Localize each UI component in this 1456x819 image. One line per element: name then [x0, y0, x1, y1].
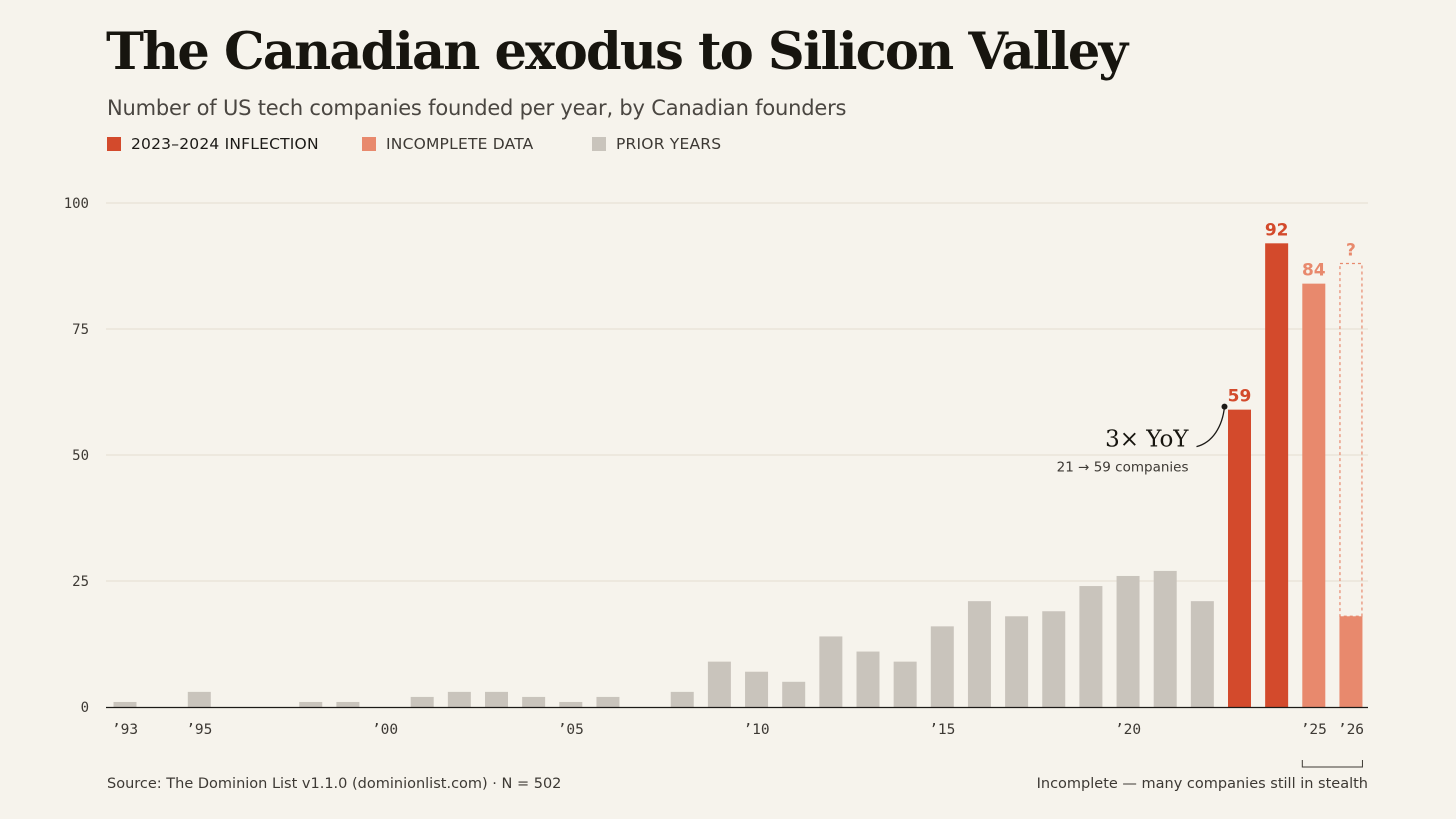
- legend-item-inflection: 2023–2024 INFLECTION: [107, 135, 319, 153]
- x-tick-label-2000: ’00: [372, 722, 398, 738]
- annotation-subtitle: 21 → 59 companies: [1057, 460, 1189, 476]
- bar-2025: [1302, 283, 1326, 707]
- bar-2004: [522, 696, 546, 707]
- legend-swatch-prior: [592, 137, 606, 151]
- y-tick-label: 100: [64, 196, 89, 212]
- bar-2017: [1005, 616, 1029, 707]
- bar-2020: [1116, 575, 1140, 707]
- legend-label-inflection: 2023–2024 INFLECTION: [131, 135, 319, 153]
- value-label-2024: 92: [1265, 220, 1289, 240]
- legend-swatch-inflection: [107, 137, 121, 151]
- chart-title: The Canadian exodus to Silicon Valley: [106, 22, 1128, 82]
- value-label-2023: 59: [1228, 387, 1252, 407]
- bar-2008: [670, 691, 694, 707]
- x-tick-label-1993: ’93: [112, 722, 138, 738]
- value-label-2025: 84: [1302, 261, 1326, 281]
- x-tick-label-2026: ’26: [1338, 722, 1364, 738]
- bar-2021: [1153, 570, 1177, 707]
- legend-item-prior: PRIOR YEARS: [592, 135, 721, 153]
- bar-2022: [1190, 601, 1214, 707]
- x-tick-label-2015: ’15: [929, 722, 955, 738]
- bar-1999: [336, 701, 360, 707]
- bar-2011: [782, 681, 806, 707]
- bar-1995: [187, 691, 211, 707]
- bar-2009: [707, 661, 731, 707]
- bar-2002: [447, 691, 471, 707]
- y-tick-label: 0: [81, 700, 89, 716]
- legend-label-prior: PRIOR YEARS: [616, 135, 722, 153]
- annotation-title: 3× YoY: [1105, 427, 1189, 453]
- x-tick-label-2020: ’20: [1115, 722, 1141, 738]
- projection-outline-2026: [1339, 262, 1363, 617]
- y-tick-label: 50: [72, 448, 89, 464]
- bar-2010: [745, 671, 769, 707]
- x-tick-label-2010: ’10: [743, 722, 769, 738]
- bar-2019: [1079, 586, 1103, 707]
- incomplete-bracket: [1301, 760, 1363, 768]
- bar-2006: [596, 696, 620, 707]
- source-note: Source: The Dominion List v1.1.0 (domini…: [107, 776, 562, 792]
- bar-2016: [967, 601, 991, 707]
- legend-item-incomplete: INCOMPLETE DATA: [362, 135, 533, 153]
- bar-2024: [1265, 243, 1289, 707]
- bar-2003: [485, 691, 508, 707]
- bar-1998: [299, 701, 323, 707]
- bar-1993: [113, 701, 137, 707]
- bar-2005: [559, 701, 583, 707]
- legend-swatch-incomplete: [362, 137, 376, 151]
- x-tick-label-1995: ’95: [186, 722, 212, 738]
- bar-2012: [819, 636, 843, 707]
- legend-label-incomplete: INCOMPLETE DATA: [386, 135, 534, 153]
- chart-subtitle: Number of US tech companies founded per …: [107, 96, 847, 120]
- bar-2023: [1228, 409, 1251, 707]
- bar-2001: [410, 696, 434, 707]
- legend: 2023–2024 INFLECTION INCOMPLETE DATA PRI…: [107, 135, 807, 155]
- y-tick-label: 75: [72, 322, 89, 338]
- incomplete-note: Incomplete — many companies still in ste…: [1036, 776, 1368, 792]
- y-tick-label: 25: [72, 574, 89, 590]
- bar-2013: [856, 651, 880, 707]
- annotation-connector: [1196, 406, 1226, 448]
- value-label-2026: ?: [1346, 240, 1356, 260]
- bar-2018: [1042, 611, 1066, 707]
- bar-2026: [1339, 616, 1363, 707]
- bar-2014: [893, 661, 917, 707]
- x-tick-label-2025: ’25: [1301, 722, 1327, 738]
- bar-2015: [930, 626, 954, 707]
- x-tick-label-2005: ’05: [558, 722, 584, 738]
